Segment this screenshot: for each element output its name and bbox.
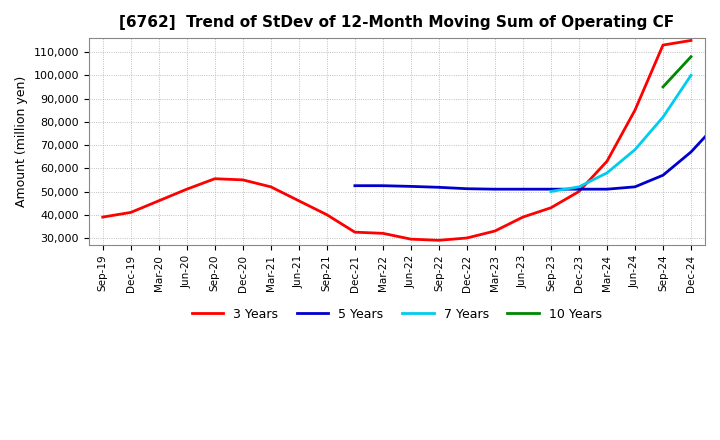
Line: 5 Years: 5 Years bbox=[355, 75, 720, 189]
3 Years bbox=[407, 237, 415, 242]
5 Years bbox=[546, 187, 555, 192]
7 Years bbox=[659, 114, 667, 120]
5 Years bbox=[575, 187, 583, 192]
3 Years bbox=[155, 198, 163, 203]
3 Years bbox=[575, 189, 583, 194]
3 Years bbox=[490, 228, 499, 234]
5 Years bbox=[603, 187, 611, 192]
10 Years bbox=[659, 84, 667, 90]
5 Years bbox=[351, 183, 359, 188]
3 Years bbox=[435, 238, 444, 243]
3 Years bbox=[631, 107, 639, 113]
5 Years bbox=[462, 186, 471, 191]
3 Years bbox=[99, 214, 107, 220]
5 Years bbox=[518, 187, 527, 192]
3 Years bbox=[379, 231, 387, 236]
3 Years bbox=[546, 205, 555, 210]
3 Years bbox=[687, 38, 696, 43]
3 Years bbox=[238, 177, 247, 183]
Line: 7 Years: 7 Years bbox=[551, 75, 691, 191]
3 Years bbox=[351, 230, 359, 235]
7 Years bbox=[546, 189, 555, 194]
7 Years bbox=[603, 170, 611, 176]
Legend: 3 Years, 5 Years, 7 Years, 10 Years: 3 Years, 5 Years, 7 Years, 10 Years bbox=[187, 303, 607, 326]
7 Years bbox=[575, 184, 583, 190]
3 Years bbox=[294, 198, 303, 203]
5 Years bbox=[659, 172, 667, 178]
7 Years bbox=[687, 73, 696, 78]
3 Years bbox=[659, 42, 667, 48]
Line: 3 Years: 3 Years bbox=[103, 40, 691, 240]
Title: [6762]  Trend of StDev of 12-Month Moving Sum of Operating CF: [6762] Trend of StDev of 12-Month Moving… bbox=[120, 15, 675, 30]
5 Years bbox=[490, 187, 499, 192]
3 Years bbox=[127, 210, 135, 215]
10 Years bbox=[687, 54, 696, 59]
Y-axis label: Amount (million yen): Amount (million yen) bbox=[15, 76, 28, 207]
3 Years bbox=[323, 212, 331, 217]
5 Years bbox=[631, 184, 639, 190]
3 Years bbox=[518, 214, 527, 220]
5 Years bbox=[715, 119, 720, 125]
5 Years bbox=[435, 185, 444, 190]
5 Years bbox=[687, 149, 696, 154]
5 Years bbox=[379, 183, 387, 188]
3 Years bbox=[266, 184, 275, 190]
7 Years bbox=[631, 147, 639, 152]
3 Years bbox=[210, 176, 219, 181]
5 Years bbox=[407, 184, 415, 189]
3 Years bbox=[182, 187, 191, 192]
3 Years bbox=[462, 235, 471, 241]
3 Years bbox=[603, 159, 611, 164]
Line: 10 Years: 10 Years bbox=[663, 57, 691, 87]
